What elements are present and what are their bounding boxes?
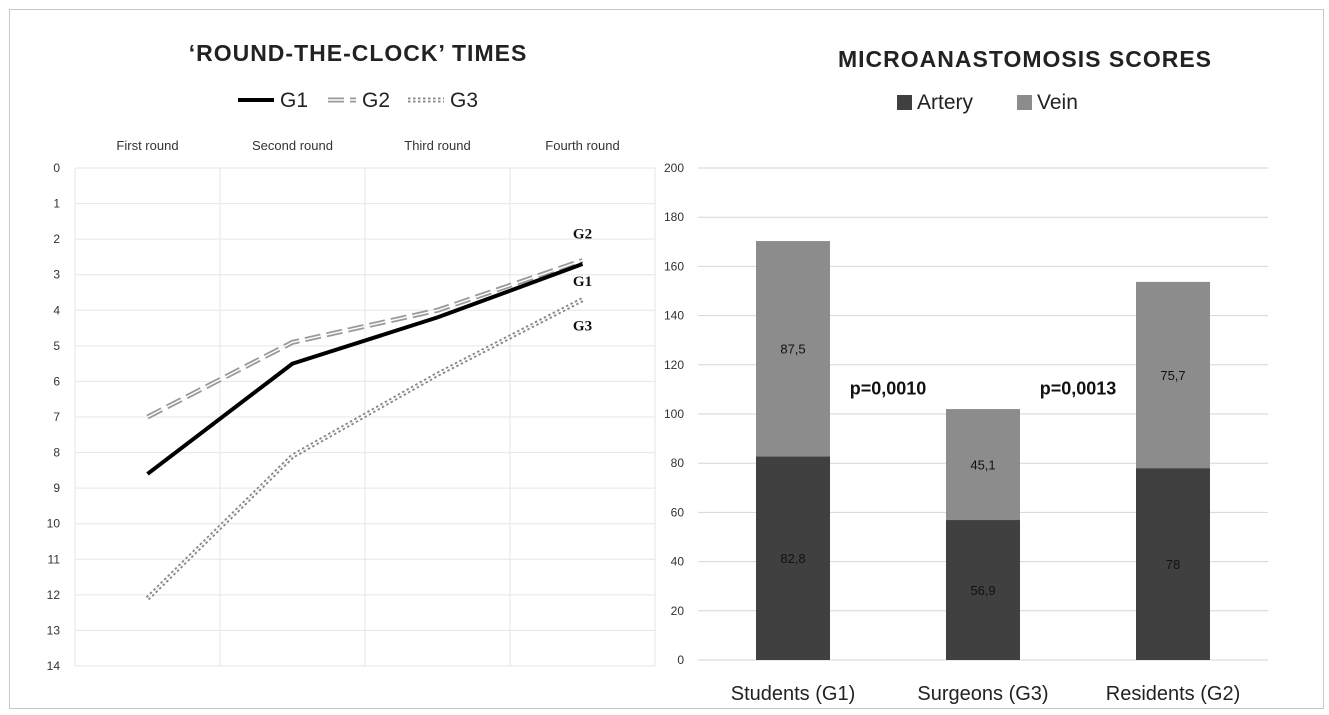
y-tick-label: 13 bbox=[47, 623, 61, 637]
line-chart-title: ‘ROUND-THE-CLOCK’ TIMES bbox=[189, 40, 528, 66]
data-label: 82,8 bbox=[780, 551, 805, 566]
round-label: First round bbox=[116, 138, 178, 153]
figure-canvas: ‘ROUND-THE-CLOCK’ TIMES G1 G2 G3 First rou… bbox=[47, 40, 1268, 705]
bar-segment-artery bbox=[946, 520, 1020, 660]
y-tick-label: 40 bbox=[671, 555, 685, 569]
figure-frame: ‘ROUND-THE-CLOCK’ TIMES G1 G2 G3 First rou… bbox=[9, 9, 1324, 709]
y-tick-label: 1 bbox=[53, 197, 60, 211]
y-tick-label: 180 bbox=[664, 210, 684, 224]
category-label: Students (G1) bbox=[731, 683, 856, 705]
data-label: 87,5 bbox=[780, 342, 805, 357]
round-label: Second round bbox=[252, 138, 333, 153]
bar-chart: MICROANASTOMOSIS SCORES Artery Vein 0 20 40… bbox=[664, 46, 1268, 705]
series-line-g2 bbox=[146, 258, 584, 420]
line-series bbox=[145, 258, 584, 601]
series-end-labels: G2 G1 G3 bbox=[573, 226, 592, 334]
data-label: 78 bbox=[1166, 557, 1180, 572]
round-labels: First round Second round Third round Fourth… bbox=[116, 138, 619, 153]
data-label: 56,9 bbox=[970, 583, 995, 598]
legend-label: Vein bbox=[1037, 91, 1078, 114]
y-tick-label: 12 bbox=[47, 588, 61, 602]
bar-segment-vein bbox=[946, 409, 1020, 521]
bar-chart-y-ticks: 0 20 40 60 80 100 120 140 160 180 200 bbox=[664, 161, 684, 667]
legend-swatch bbox=[1017, 95, 1032, 110]
p-value-label: p=0,0010 bbox=[850, 378, 927, 398]
y-tick-label: 80 bbox=[671, 456, 685, 470]
y-tick-label: 100 bbox=[664, 407, 684, 421]
series-line-g2-inner bbox=[147, 259, 583, 418]
y-tick-label: 11 bbox=[48, 552, 61, 566]
legend-item-vein: Vein bbox=[1017, 91, 1078, 114]
legend-label: G1 bbox=[280, 89, 308, 112]
y-tick-label: 20 bbox=[671, 604, 685, 618]
y-tick-label: 7 bbox=[53, 410, 60, 424]
category-label: Residents (G2) bbox=[1106, 683, 1241, 705]
bar-chart-legend: Artery Vein bbox=[897, 91, 1078, 114]
legend-item-artery: Artery bbox=[897, 91, 974, 114]
line-chart-grid bbox=[74, 167, 656, 667]
y-tick-label: 3 bbox=[53, 268, 60, 282]
p-value-label: p=0,0013 bbox=[1040, 378, 1117, 398]
y-tick-label: 120 bbox=[664, 358, 684, 372]
bar-chart-title: MICROANASTOMOSIS SCORES bbox=[838, 46, 1212, 72]
y-tick-label: 60 bbox=[671, 505, 685, 519]
series-line-g3-inner bbox=[147, 299, 583, 599]
series-line-g1 bbox=[146, 262, 584, 476]
bar-segment-artery bbox=[1136, 468, 1210, 660]
round-label: Fourth round bbox=[545, 138, 619, 153]
data-label: 75,7 bbox=[1160, 368, 1185, 383]
legend-item-g2: G2 bbox=[328, 89, 390, 112]
legend-swatch bbox=[897, 95, 912, 110]
y-tick-label: 140 bbox=[664, 309, 684, 323]
y-tick-label: 2 bbox=[53, 232, 60, 246]
legend-item-g1: G1 bbox=[238, 89, 308, 112]
round-label: Third round bbox=[404, 138, 470, 153]
y-tick-label: 9 bbox=[53, 481, 60, 495]
legend-label: G3 bbox=[450, 89, 478, 112]
y-tick-label: 6 bbox=[53, 374, 60, 388]
line-chart: ‘ROUND-THE-CLOCK’ TIMES G1 G2 G3 First rou… bbox=[47, 40, 656, 673]
series-end-label: G2 bbox=[573, 226, 592, 242]
bar-segment-vein bbox=[756, 241, 830, 457]
y-tick-label: 0 bbox=[53, 161, 60, 175]
y-tick-label: 10 bbox=[47, 517, 61, 531]
legend-item-g3: G3 bbox=[408, 89, 478, 112]
stacked-bars: 82,8 87,5 56,9 45,1 78 75,7 bbox=[756, 241, 1210, 660]
line-chart-legend: G1 G2 G3 bbox=[238, 89, 478, 112]
bar-categories: Students (G1) Surgeons (G3) Residents (G2) bbox=[731, 683, 1241, 705]
data-label: 45,1 bbox=[970, 458, 995, 473]
series-line-g3 bbox=[145, 297, 584, 601]
y-tick-label: 160 bbox=[664, 259, 684, 273]
y-tick-label: 0 bbox=[677, 653, 684, 667]
bar-segment-vein bbox=[1136, 281, 1210, 469]
y-tick-label: 8 bbox=[53, 446, 60, 460]
p-value-annotations: p=0,0010 p=0,0013 bbox=[850, 378, 1117, 398]
series-line-g1-stroke bbox=[146, 262, 584, 476]
legend-label: Artery bbox=[917, 91, 974, 114]
category-label: Surgeons (G3) bbox=[917, 683, 1048, 705]
y-tick-label: 200 bbox=[664, 161, 684, 175]
series-end-label: G1 bbox=[573, 274, 592, 290]
y-tick-label: 5 bbox=[53, 339, 60, 353]
bar-segment-artery bbox=[756, 456, 830, 660]
legend-label: G2 bbox=[362, 89, 390, 112]
series-end-label: G3 bbox=[573, 319, 592, 335]
y-tick-label: 4 bbox=[53, 303, 60, 317]
y-tick-label: 14 bbox=[47, 659, 61, 673]
